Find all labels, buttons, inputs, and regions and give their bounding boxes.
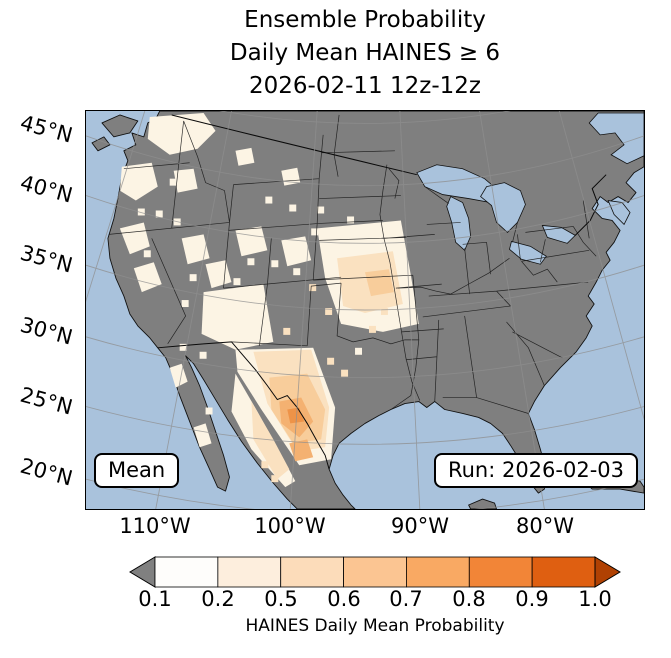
colorbar-seg-1 <box>154 556 219 588</box>
statistic-badge: Mean <box>94 453 180 488</box>
vancouver-island <box>101 114 139 138</box>
lon-tick-80w: 80°W <box>516 514 574 538</box>
colorbar-seg-4 <box>343 556 407 588</box>
lake-ontario <box>541 224 576 244</box>
colorbar-under-arrow <box>129 556 156 588</box>
probability-shading <box>119 112 419 488</box>
cbar-tick-4: 0.7 <box>389 587 423 611</box>
map-canvas: Mean Run: 2026-02-03 <box>85 110 645 510</box>
lon-tick-90w: 90°W <box>391 514 449 538</box>
title-line-1: Ensemble Probability <box>244 7 486 33</box>
cbar-tick-7: 1.0 <box>578 587 612 611</box>
graticule <box>86 111 644 509</box>
gulf-of-st-lawrence <box>588 112 644 165</box>
run-date-badge: Run: 2026-02-03 <box>433 453 638 488</box>
colorbar-seg-5 <box>406 556 470 588</box>
colorbar-seg-7 <box>531 556 596 588</box>
us-mexico-border <box>157 341 330 470</box>
small-island <box>91 136 111 152</box>
colorbar-over-arrow <box>594 556 621 588</box>
lat-tick-30n: 30°N <box>17 312 76 350</box>
country-borders <box>157 114 607 470</box>
lat-tick-40n: 40°N <box>17 170 76 208</box>
cbar-tick-0: 0.1 <box>138 587 172 611</box>
cbar-tick-2: 0.5 <box>264 587 298 611</box>
yucatan-tip <box>468 498 497 509</box>
gulf-of-maine <box>607 200 631 226</box>
lakes-and-bays <box>416 112 644 265</box>
lat-tick-20n: 20°N <box>17 453 76 491</box>
colorbar-seg-3 <box>280 556 344 588</box>
conus-map-svg <box>86 111 644 509</box>
lon-tick-100w: 100°W <box>254 514 326 538</box>
colorbar <box>129 556 621 588</box>
lon-tick-110w: 110°W <box>119 514 191 538</box>
colorbar-seg-6 <box>468 556 533 588</box>
cbar-tick-1: 0.2 <box>201 587 235 611</box>
chart-title: Ensemble Probability Daily Mean HAINES ≥… <box>85 4 645 103</box>
lake-huron <box>480 182 526 233</box>
parallels <box>86 111 644 509</box>
meridians <box>86 111 644 509</box>
title-line-2: Daily Mean HAINES ≥ 6 <box>229 40 501 66</box>
lat-tick-45n: 45°N <box>17 110 76 148</box>
lat-tick-35n: 35°N <box>17 240 76 278</box>
cbar-tick-6: 0.9 <box>515 587 549 611</box>
colorbar-title: HAINES Daily Mean Probability <box>245 616 505 636</box>
us-canada-border <box>171 114 607 236</box>
title-line-3: 2026-02-11 12z-12z <box>249 73 481 99</box>
cbar-tick-5: 0.8 <box>452 587 486 611</box>
state-borders <box>108 114 597 414</box>
cbar-tick-3: 0.6 <box>327 587 361 611</box>
lat-tick-25n: 25°N <box>17 382 76 420</box>
colorbar-seg-2 <box>217 556 282 588</box>
